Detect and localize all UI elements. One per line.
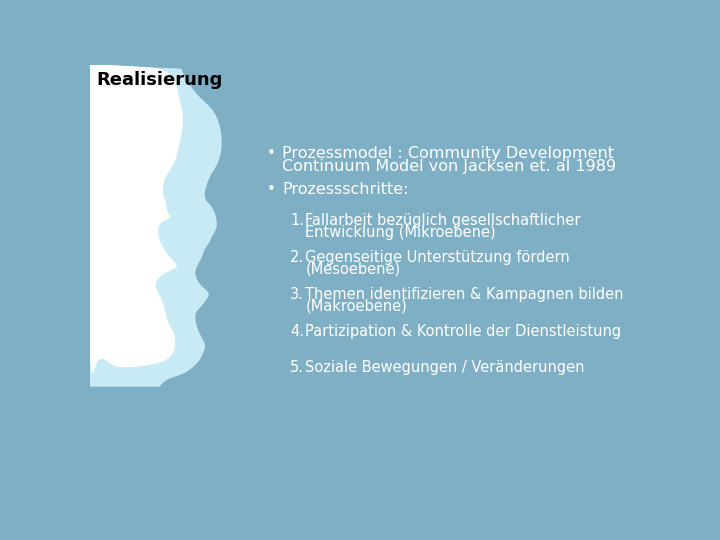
Text: Soziale Bewegungen / Veränderungen: Soziale Bewegungen / Veränderungen: [305, 361, 585, 375]
Text: Continuum Model von Jacksen et. al 1989: Continuum Model von Jacksen et. al 1989: [282, 159, 616, 174]
Text: 3.: 3.: [290, 287, 304, 301]
Text: •: •: [266, 146, 276, 161]
Text: Partizipation & Kontrolle der Dienstleistung: Partizipation & Kontrolle der Dienstleis…: [305, 323, 621, 339]
Text: Prozessmodel : Community Development: Prozessmodel : Community Development: [282, 146, 614, 161]
Text: •: •: [266, 182, 276, 197]
Text: 2.: 2.: [290, 249, 304, 265]
Text: 5.: 5.: [290, 361, 304, 375]
Text: Realisierung: Realisierung: [96, 71, 222, 89]
Polygon shape: [90, 65, 222, 387]
Polygon shape: [89, 65, 183, 373]
Text: Entwicklung (Mikroebene): Entwicklung (Mikroebene): [305, 225, 496, 240]
Text: Fallarbeit bezüglich gesellschaftlicher: Fallarbeit bezüglich gesellschaftlicher: [305, 213, 581, 228]
Text: Prozessschritte:: Prozessschritte:: [282, 182, 409, 197]
Text: 1.: 1.: [290, 213, 304, 228]
Text: (Makroebene): (Makroebene): [305, 299, 408, 314]
Text: 4.: 4.: [290, 323, 304, 339]
Text: Gegenseitige Unterstützung fördern: Gegenseitige Unterstützung fördern: [305, 249, 570, 265]
Text: Themen identifizieren & Kampagnen bilden: Themen identifizieren & Kampagnen bilden: [305, 287, 624, 301]
Text: (Mesoebene): (Mesoebene): [305, 262, 400, 277]
